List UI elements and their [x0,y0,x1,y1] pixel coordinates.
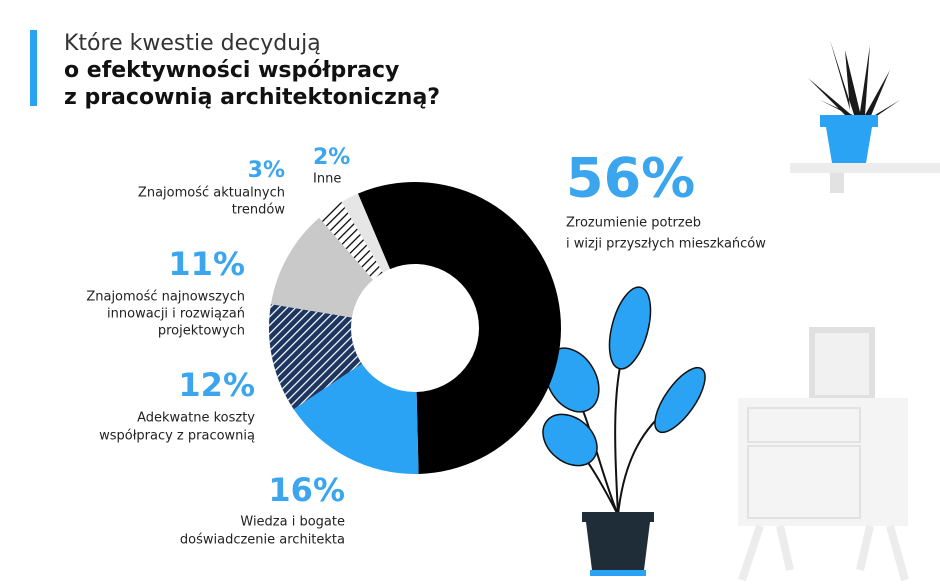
value-label: 2% [313,145,350,170]
slice-hatch [319,201,383,280]
title-accent [30,30,37,106]
shelf-decor [790,40,940,193]
chart-title-bold: o efektywności współpracy [64,58,399,83]
donut-slice [293,363,419,474]
nightstand-decor [738,327,909,582]
category-label: trendów [232,203,286,218]
chart-title: Które kwestie decydują [64,31,321,56]
category-label: Adekwatne koszty [137,411,255,426]
value-label: 16% [268,471,345,509]
donut [269,181,561,474]
slice-hatch [269,304,362,410]
category-label: Zrozumienie potrzeb [566,216,701,231]
donut-slice [357,181,561,474]
donut-slice [270,217,374,318]
category-label: Znajomość aktualnych [138,186,285,201]
value-label: 3% [248,158,285,183]
category-label: Znajomość najnowszych [86,290,245,305]
donut-slice [341,193,390,273]
category-label: Inne [313,172,341,187]
value-label: 12% [178,366,255,404]
category-label: Wiedza i bogate [240,515,345,530]
category-label: innowacji i rozwiązań [107,307,245,322]
category-label: i wizji przyszłych mieszkańców [566,237,766,252]
plant-decor [542,286,706,576]
chart-title-bold: z pracownią architektoniczną? [64,85,440,110]
category-label: współpracy z pracownią [99,429,255,444]
labels: 56% Zrozumienie potrzeb i wizji przyszłych… [86,145,766,548]
category-label: projektowych [158,324,245,339]
value-label: 11% [168,245,245,283]
category-label: doświadczenie architekta [180,533,345,548]
value-label: 56% [566,147,695,210]
